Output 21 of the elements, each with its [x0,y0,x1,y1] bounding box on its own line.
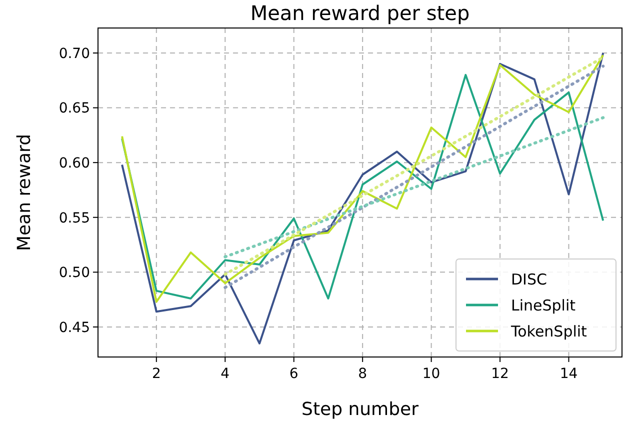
x-tick-label: 8 [358,366,368,382]
y-tick-label: 0.45 [58,320,90,336]
x-tick-label: 4 [220,366,230,382]
x-tick-label: 10 [422,366,440,382]
y-tick-label: 0.65 [58,100,90,117]
x-tick-label: 2 [152,366,161,382]
y-tick-label: 0.50 [58,265,90,282]
y-tick-label: 0.70 [58,46,90,62]
y-axis-title: Mean reward [14,134,35,252]
y-tick-label: 0.55 [58,210,90,226]
line-series [224,116,605,258]
legend-label: DISC [511,270,547,288]
x-tick-label: 12 [491,366,509,382]
legend-label: LineSplit [511,296,576,314]
x-tick-label: 14 [560,366,578,382]
line-series [121,52,604,344]
chart-title: Mean reward per step [250,1,470,25]
legend-label: TokenSplit [510,322,588,340]
x-axis-title: Step number [302,399,420,420]
y-tick-label: 0.60 [58,155,90,172]
x-tick-label: 6 [289,366,298,382]
